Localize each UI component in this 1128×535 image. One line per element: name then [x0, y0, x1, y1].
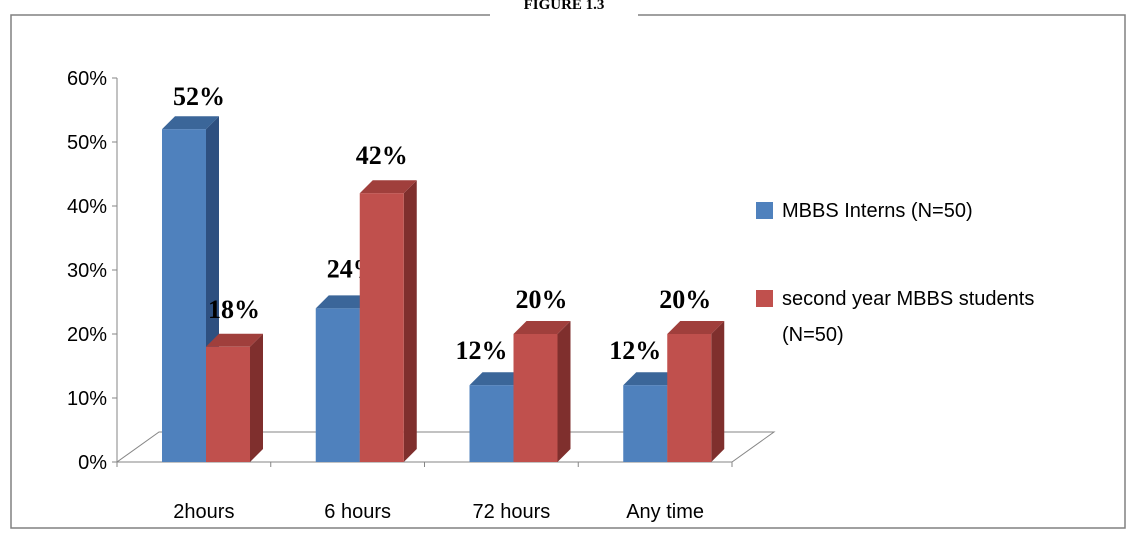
bar-top: [623, 372, 681, 386]
y-tick-label: 0%: [78, 452, 107, 474]
bar-side: [711, 321, 725, 462]
x-tick-label: 6 hours: [324, 501, 391, 523]
data-label: 18%: [208, 295, 260, 324]
bar-3d: [206, 333, 263, 462]
y-tick-label: 40%: [67, 196, 107, 218]
bar: [162, 129, 206, 462]
data-label: 20%: [659, 285, 711, 314]
bar-top: [162, 116, 219, 130]
x-tick-label: 72 hours: [472, 501, 550, 523]
y-tick-label: 10%: [67, 388, 107, 410]
y-tick-label: 50%: [67, 132, 107, 154]
bar-3d: [667, 321, 725, 462]
legend-label: second year MBBS students: [782, 288, 1034, 310]
legend-label: MBBS Interns (N=50): [782, 200, 973, 222]
bar-top: [206, 333, 263, 347]
data-label: 20%: [516, 285, 568, 314]
data-label: 52%: [173, 82, 225, 111]
bar-top: [359, 180, 417, 194]
data-label: 12%: [609, 336, 661, 365]
y-tick-label: 20%: [67, 324, 107, 346]
legend-swatch: [756, 202, 773, 219]
bar: [469, 385, 514, 462]
bar-3d: [359, 180, 417, 462]
bar-top: [469, 372, 527, 386]
bar: [667, 334, 712, 462]
y-tick-label: 30%: [67, 260, 107, 282]
x-tick-label: 2hours: [173, 501, 234, 523]
bar-side: [250, 333, 263, 462]
bar: [206, 346, 250, 462]
bar-top: [667, 321, 725, 334]
bar-side: [557, 321, 571, 462]
bar: [315, 308, 360, 462]
data-label: 42%: [356, 141, 408, 170]
bar: [513, 334, 558, 462]
title-mask: [490, 8, 638, 22]
x-tick-label: Any time: [626, 501, 704, 523]
y-tick-label: 60%: [67, 68, 107, 90]
figure-title: FIGURE 1.3: [524, 0, 605, 13]
data-label: 12%: [456, 336, 508, 365]
bar-top: [513, 321, 571, 334]
bar: [359, 193, 404, 462]
legend-label: (N=50): [782, 324, 844, 346]
bar-3d: [513, 321, 571, 462]
bar-top: [315, 295, 373, 309]
bar-side: [403, 180, 417, 462]
bar: [623, 385, 668, 462]
legend-swatch: [756, 290, 773, 307]
